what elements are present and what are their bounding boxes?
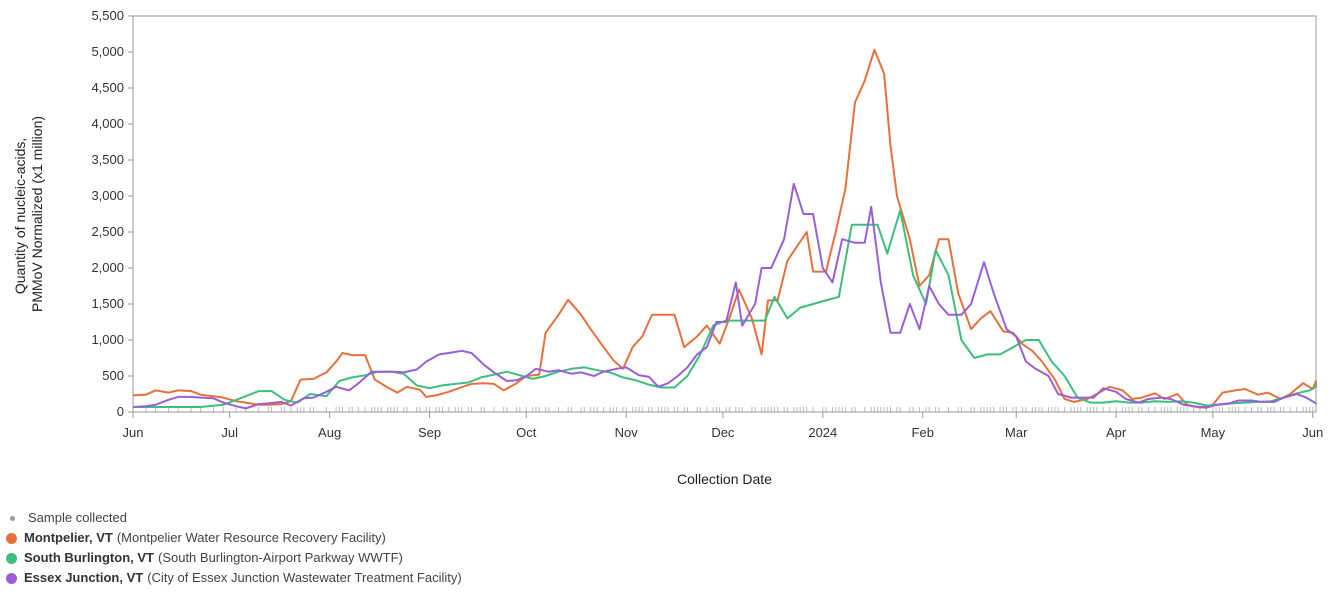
plot-frame (132, 15, 1317, 413)
x-tick-label: Jun (1302, 425, 1323, 440)
series-line-0[interactable] (132, 48, 1317, 409)
y-tick-label: 1,500 (91, 296, 124, 311)
y-tick-label: 500 (102, 368, 124, 383)
legend: Sample collected Montpelier, VT (Montpel… (6, 508, 462, 588)
series-line-2[interactable] (132, 182, 1317, 410)
y-tick-label: 5,000 (91, 44, 124, 59)
y-tick-label: 1,000 (91, 332, 124, 347)
x-tick-label: Mar (1005, 425, 1028, 440)
x-tick-label: Feb (912, 425, 934, 440)
y-tick-label: 0 (117, 404, 124, 419)
legend-item-name: Montpelier, VT (24, 530, 113, 545)
axes: 0 500 1,000 1,500 2,000 2,500 3,000 3,500 4,000 4… (91, 8, 1323, 440)
sample-markers (132, 407, 1314, 412)
x-tick-label: Dec (711, 425, 735, 440)
legend-item-name: Essex Junction, VT (24, 570, 144, 585)
series-lines (132, 48, 1317, 410)
series-dot-icon (6, 552, 17, 564)
y-tick-label: 3,000 (91, 188, 124, 203)
legend-item-essex-junction[interactable]: Essex Junction, VT (City of Essex Juncti… (6, 568, 462, 588)
legend-sample-collected[interactable]: Sample collected (6, 508, 462, 528)
legend-item-montpelier[interactable]: Montpelier, VT (Montpelier Water Resourc… (6, 528, 462, 548)
y-tick-label: 2,000 (91, 260, 124, 275)
line-chart: 0 500 1,000 1,500 2,000 2,500 3,000 3,500 4,000 4… (12, 8, 1323, 487)
y-tick-label: 2,500 (91, 224, 124, 239)
x-axis-title: Collection Date (677, 471, 772, 487)
legend-sample-label: Sample collected (28, 510, 127, 525)
legend-item-facility: (South Burlington-Airport Parkway WWTF) (157, 550, 403, 565)
y-axis-title-line-1: Quantity of nucleic-acids, (12, 138, 28, 294)
y-axis-title: Quantity of nucleic-acids, PMMoV Normali… (12, 116, 45, 312)
y-tick-label: 4,500 (91, 80, 124, 95)
x-tick-label: Apr (1106, 425, 1127, 440)
x-tick-label: Oct (516, 425, 537, 440)
legend-item-south-burlington[interactable]: South Burlington, VT (South Burlington-A… (6, 548, 462, 568)
series-dot-icon (6, 532, 17, 544)
legend-item-name: South Burlington, VT (24, 550, 154, 565)
x-tick-label: Jun (123, 425, 144, 440)
sample-marker-icon (10, 515, 15, 521)
series-line-1[interactable] (133, 209, 1317, 408)
x-tick-label: Aug (318, 425, 341, 440)
x-tick-label: Nov (615, 425, 639, 440)
x-tick-label: Jul (221, 425, 238, 440)
y-tick-label: 4,000 (91, 116, 124, 131)
legend-item-facility: (City of Essex Junction Wastewater Treat… (147, 570, 462, 585)
y-axis-title-line-2: PMMoV Normalized (x1 million) (29, 116, 45, 312)
x-tick-label: Sep (418, 425, 441, 440)
x-tick-label: 2024 (808, 425, 837, 440)
y-tick-label: 3,500 (91, 152, 124, 167)
legend-item-facility: (Montpelier Water Resource Recovery Faci… (116, 530, 386, 545)
y-tick-label: 5,500 (91, 8, 124, 23)
series-dot-icon (6, 572, 17, 584)
x-tick-label: May (1201, 425, 1226, 440)
